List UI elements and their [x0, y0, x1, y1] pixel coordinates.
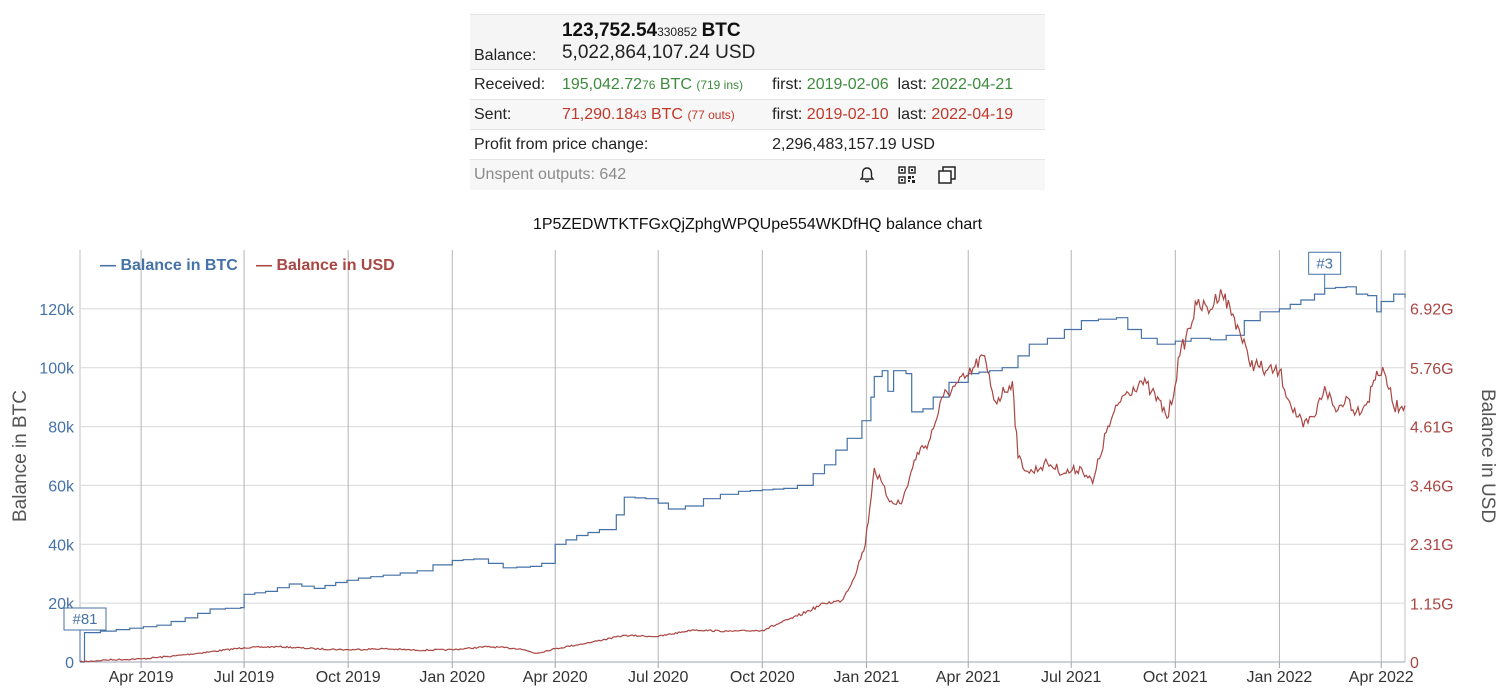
- chart-series: [79, 286, 1406, 663]
- usd-balance: 5,022,864,107.24 USD: [561, 42, 756, 63]
- legend-item-usd: — Balance in USD: [256, 257, 395, 274]
- flag-label: #81: [72, 611, 97, 628]
- x-tick-label: Oct 2021: [1143, 669, 1208, 686]
- y-right-tick-label: 6.92G: [1410, 302, 1454, 319]
- y-right-tick-label: 4.61G: [1410, 420, 1454, 437]
- sent-label: Sent:: [474, 105, 512, 123]
- x-tick-label: Apr 2022: [1349, 669, 1414, 686]
- chart-flags: #81 #3: [63, 251, 1342, 662]
- y-right-tick-label: 5.76G: [1410, 361, 1454, 378]
- chart-title: 1P5ZEDWTKTFGxQjZphgWPQUpe554WKDfHQ balan…: [532, 216, 983, 233]
- profit-label: Profit from price change:: [474, 135, 649, 153]
- balance-values: 123,752.54330852 BTC 5,022,864,107.24 US…: [558, 15, 1045, 70]
- flag-box: [63, 607, 107, 631]
- y-right-tick-label: 2.31G: [1410, 537, 1454, 554]
- sent-last-date[interactable]: 2022-04-19: [931, 105, 1014, 123]
- btc-balance-line: [80, 286, 1406, 663]
- action-icons: [768, 160, 1045, 190]
- profit-row: Profit from price change: 2,296,483,157.…: [470, 129, 1045, 160]
- chart-axes: 020k40k60k80k100k120k01.15G2.31G3.46G4.6…: [10, 302, 1498, 686]
- qr-code-icon[interactable]: [896, 164, 918, 186]
- chart-legend: — Balance in BTC — Balance in USD: [100, 257, 395, 274]
- x-tick-label: Jul 2019: [214, 669, 275, 686]
- x-tick-label: Apr 2021: [936, 669, 1001, 686]
- y-right-tick-label: 3.46G: [1410, 478, 1454, 495]
- x-tick-label: Jan 2020: [419, 669, 485, 686]
- x-tick-label: Jul 2021: [1041, 669, 1102, 686]
- flag-box: [1308, 251, 1342, 275]
- usd-balance-line: [79, 289, 1406, 663]
- x-tick-label: Oct 2020: [730, 669, 795, 686]
- y-left-tick-label: 100k: [39, 361, 75, 378]
- sent-dates: first: 2019-02-10 last: 2022-04-19: [772, 105, 1014, 123]
- y-left-tick-label: 40k: [48, 537, 75, 554]
- sent-row: Sent: 71,290.1843 BTC (77 outs) first: 2…: [470, 99, 1045, 130]
- bell-icon[interactable]: [856, 164, 878, 186]
- sent-amount: 71,290.1843 BTC (77 outs): [561, 105, 735, 123]
- y-right-axis-title: Balance in USD: [1477, 389, 1498, 523]
- x-tick-label: Apr 2019: [109, 669, 174, 686]
- unspent-row: Unspent outputs: 642: [470, 159, 1045, 190]
- profit-value: 2,296,483,157.19 USD: [772, 135, 935, 153]
- received-label: Received:: [474, 75, 546, 93]
- flag-label: #3: [1316, 255, 1333, 272]
- balance-row: Balance: 123,752.54330852 BTC 5,022,864,…: [470, 14, 1045, 70]
- unspent-outputs: Unspent outputs: 642: [474, 165, 627, 183]
- received-last-date[interactable]: 2022-04-21: [931, 75, 1014, 93]
- y-left-tick-label: 80k: [48, 420, 75, 437]
- btc-unit: BTC: [701, 20, 741, 41]
- received-dates: first: 2019-02-06 last: 2022-04-21: [772, 75, 1014, 93]
- y-left-tick-label: 0: [65, 655, 74, 672]
- balance-label: Balance:: [474, 47, 537, 64]
- y-left-tick-label: 120k: [39, 302, 75, 319]
- x-tick-label: Jul 2020: [628, 669, 689, 686]
- x-tick-label: Apr 2020: [523, 669, 588, 686]
- balance-summary-table: Balance: 123,752.54330852 BTC 5,022,864,…: [470, 14, 1045, 190]
- btc-balance-main: 123,752.54: [561, 20, 658, 41]
- y-right-tick-label: 0: [1410, 655, 1419, 672]
- x-tick-label: Jan 2022: [1246, 669, 1312, 686]
- y-right-tick-label: 1.15G: [1410, 596, 1454, 613]
- x-tick-label: Jan 2021: [833, 669, 899, 686]
- btc-balance-small: 330852: [657, 25, 698, 39]
- x-tick-label: Oct 2019: [316, 669, 381, 686]
- legend-item-btc: — Balance in BTC: [100, 257, 238, 274]
- balance-chart[interactable]: 020k40k60k80k100k120k01.15G2.31G3.46G4.6…: [0, 240, 1505, 692]
- received-row: Received: 195,042.7276 BTC (719 ins) fir…: [470, 69, 1045, 100]
- copy-icon[interactable]: [936, 164, 958, 186]
- sent-first-date[interactable]: 2019-02-10: [806, 105, 889, 123]
- chart-grid: [79, 250, 1406, 668]
- y-left-axis-title: Balance in BTC: [10, 390, 31, 522]
- received-first-date[interactable]: 2019-02-06: [806, 75, 889, 93]
- received-amount: 195,042.7276 BTC (719 ins): [561, 75, 744, 93]
- y-left-tick-label: 60k: [48, 478, 75, 495]
